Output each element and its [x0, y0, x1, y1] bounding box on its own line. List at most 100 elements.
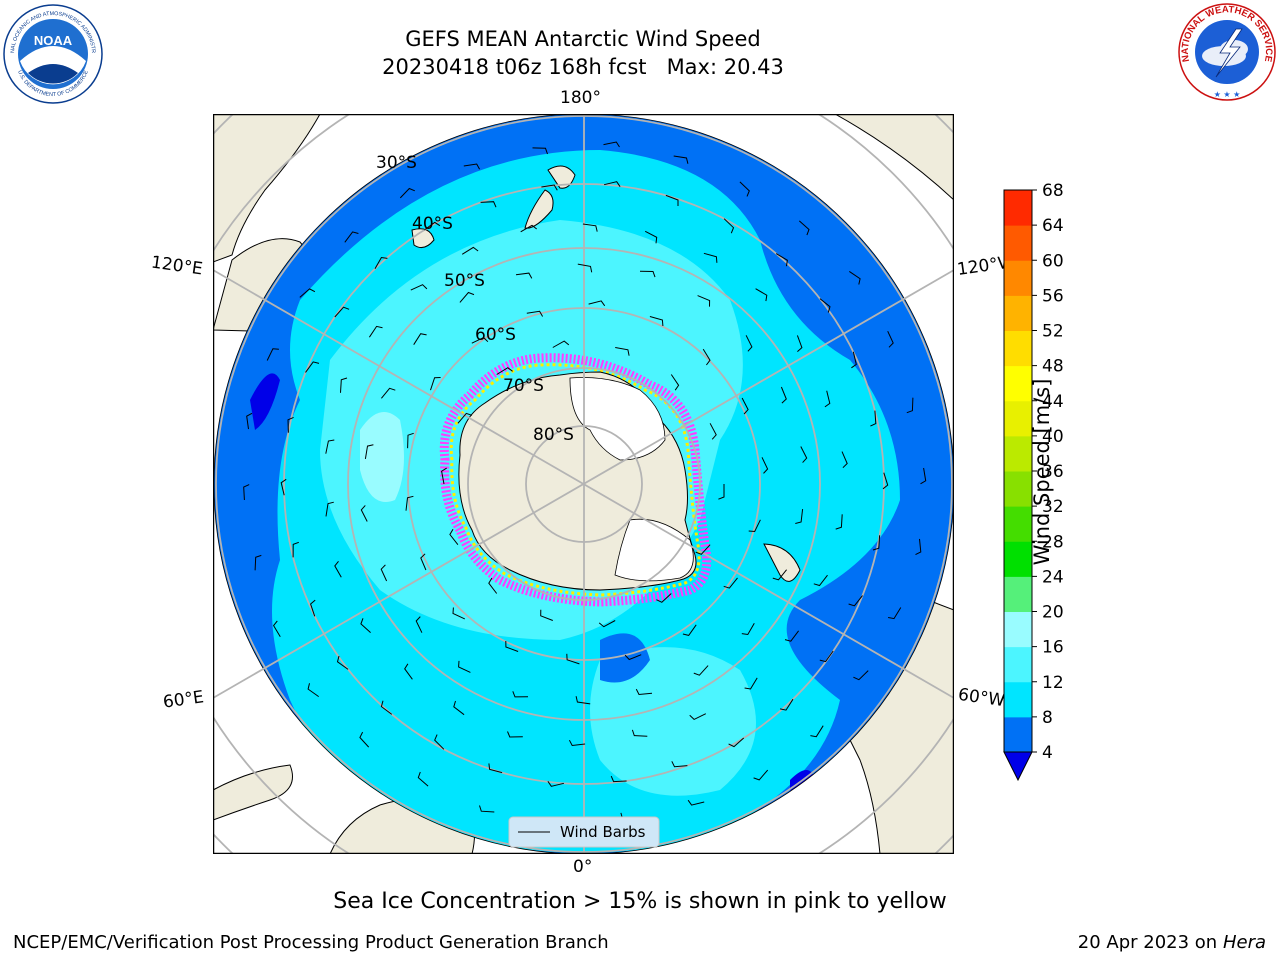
title-line-2: 20230418 t06z 168h fcst Max: 20.43	[382, 55, 784, 79]
wind-barb	[287, 416, 294, 433]
colorbar-tick-label: 28	[1042, 532, 1064, 552]
colorbar-segment	[1004, 611, 1032, 648]
wind-barb	[552, 340, 570, 348]
wind-barb	[325, 501, 334, 517]
wind-barb	[449, 529, 459, 546]
wind-barb	[420, 553, 427, 571]
wind-barb	[870, 410, 877, 427]
wind-barb	[496, 367, 513, 375]
wind-barb	[649, 316, 664, 327]
wind-barb	[775, 253, 788, 267]
wind-barb	[280, 478, 287, 496]
wind-barb	[325, 439, 335, 454]
colorbar-segment	[1004, 400, 1032, 437]
wind-barb	[689, 713, 707, 720]
colorbar-tick-label: 16	[1042, 638, 1064, 658]
colorbar-tick-label: 4	[1042, 743, 1053, 763]
wind-barb	[488, 763, 503, 774]
colorbar-tick-label: 56	[1042, 286, 1064, 306]
wind-barb	[577, 263, 593, 273]
colorbar-tick-label: 68	[1042, 183, 1064, 201]
wind-barb	[697, 295, 711, 307]
colorbar-tick-label: 48	[1042, 357, 1064, 377]
wind-barb	[598, 620, 616, 628]
wind-barb	[344, 231, 359, 243]
wind-barb	[728, 737, 745, 748]
wind-barb	[340, 377, 348, 393]
colorbar-segment	[1004, 506, 1032, 542]
wind-barb	[603, 141, 620, 148]
wind-barb	[745, 335, 753, 352]
wind-barb	[888, 607, 902, 620]
wind-barb	[906, 397, 914, 414]
svg-text:Wind Barbs: Wind Barbs	[560, 823, 646, 841]
wind-barb	[920, 467, 927, 485]
wind-barb	[709, 423, 717, 440]
wind-barb	[266, 348, 279, 361]
wind-barb	[753, 769, 769, 781]
wind-barb	[887, 330, 894, 348]
wind-barb	[872, 535, 881, 551]
colorbar-segment	[1004, 646, 1032, 683]
wind-barb	[848, 595, 863, 607]
wind-barb	[360, 505, 368, 522]
wind-barb	[851, 351, 857, 369]
wind-barb	[718, 484, 725, 500]
colorbar-tick-label: 20	[1042, 603, 1064, 623]
colorbar-segment	[1004, 541, 1032, 577]
colorbar-segment	[1004, 225, 1032, 261]
wind-barb	[819, 650, 834, 663]
lat-label-50s: 50°S	[444, 271, 485, 291]
wind-barb	[334, 306, 350, 318]
colorbar-segment	[1004, 365, 1032, 402]
sea-ice-ring	[439, 353, 712, 607]
wind-barb	[246, 412, 253, 430]
wind-barb	[739, 181, 750, 197]
colorbar-segment	[1004, 716, 1032, 753]
graticule	[213, 114, 954, 854]
wind-barb	[526, 310, 544, 317]
wind-barb	[755, 288, 768, 302]
wind-barb	[639, 270, 656, 278]
wind-barb	[541, 184, 558, 191]
wind-barb	[359, 731, 370, 748]
wind-barb	[568, 739, 586, 747]
wind-barb	[479, 805, 495, 813]
wind-barb	[505, 640, 519, 652]
colorbar-segment	[1004, 681, 1032, 718]
wind-barb	[670, 374, 680, 391]
map-panel: 30°S 40°S 50°S 60°S 70°S 80°S Wind Barbs	[213, 114, 954, 854]
wind-barb	[512, 691, 529, 698]
lon-label-0: 0°	[573, 857, 593, 877]
colorbar-segment	[1004, 471, 1032, 507]
wind-barb	[819, 298, 831, 313]
wind-barb	[813, 574, 828, 587]
wind-barb	[849, 270, 861, 285]
wind-barb	[381, 387, 396, 399]
wind-barb	[407, 432, 414, 449]
colorbar-tick-label: 12	[1042, 673, 1064, 693]
svg-text:NOAA: NOAA	[34, 33, 73, 48]
colorbar-tick-label: 44	[1042, 392, 1064, 412]
wind-barb	[399, 187, 415, 199]
wind-barb	[741, 397, 749, 415]
wind-barb	[334, 560, 342, 578]
wind-barb	[410, 284, 428, 291]
wind-barb	[882, 472, 889, 490]
wind-barb	[761, 457, 769, 474]
wind-barb	[644, 230, 658, 244]
lon-label-120e: 120°E	[149, 252, 204, 280]
lon-label-180: 180°	[560, 88, 601, 108]
colorbar-extend-arrow	[1003, 751, 1033, 782]
wind-barb	[404, 663, 413, 680]
wind-barb	[772, 569, 787, 581]
wind-barb	[380, 700, 393, 715]
wind-barb	[741, 623, 755, 636]
footer-branch: NCEP/EMC/Verification Post Processing Pr…	[13, 932, 609, 953]
wind-barb	[687, 799, 705, 806]
wind-barb	[780, 698, 794, 711]
colorbar-segment	[1004, 295, 1032, 331]
colorbar-tick-label: 36	[1042, 462, 1064, 482]
wind-barb	[415, 616, 423, 633]
